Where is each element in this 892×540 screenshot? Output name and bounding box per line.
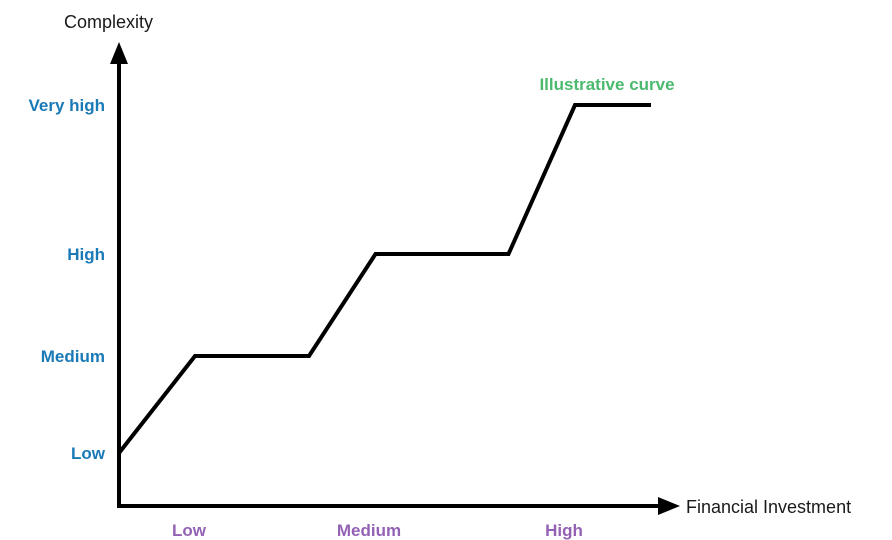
y-tick-label: High xyxy=(67,245,105,264)
x-tick-label: Low xyxy=(172,521,207,540)
curve-annotation: Illustrative curve xyxy=(539,75,674,94)
x-tick-label: High xyxy=(545,521,583,540)
x-tick-label: Medium xyxy=(337,521,401,540)
y-axis-title: Complexity xyxy=(64,12,153,32)
y-tick-label: Medium xyxy=(41,347,105,366)
y-tick-label: Very high xyxy=(28,96,105,115)
x-axis-title: Financial Investment xyxy=(686,497,851,517)
x-axis-arrowhead xyxy=(658,497,680,515)
y-tick-label: Low xyxy=(71,444,106,463)
y-axis-arrowhead xyxy=(110,42,128,64)
illustrative-curve-line xyxy=(117,103,651,455)
x-tick-labels: Low Medium High xyxy=(172,521,583,540)
y-tick-labels: Low Medium High Very high xyxy=(28,96,105,463)
